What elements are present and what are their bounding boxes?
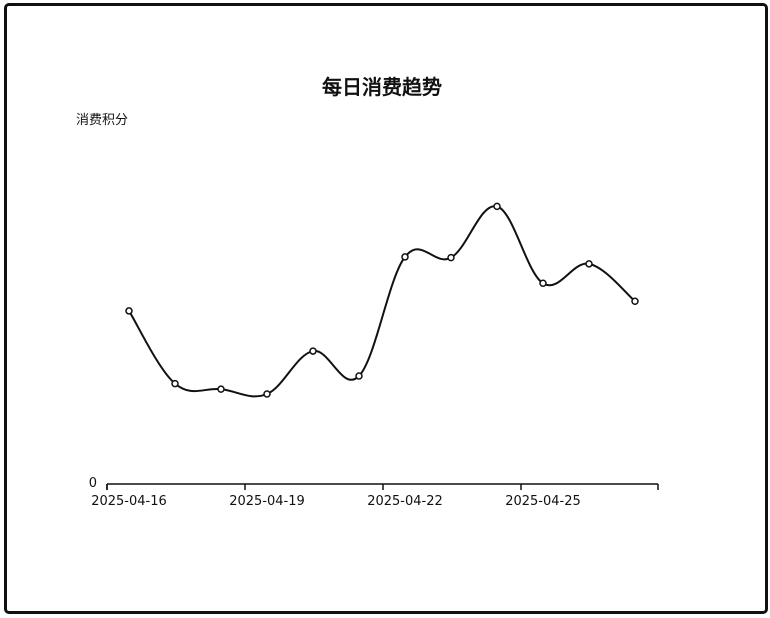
data-point [631, 297, 639, 305]
x-tick-label: 2025-04-19 [229, 494, 305, 509]
axes: 0 2025-04-16 2025-04-19 2025-04-22 2025-04-2… [89, 476, 659, 509]
data-point [355, 372, 363, 380]
data-point [217, 385, 225, 393]
data-point [585, 260, 593, 268]
x-tick-label: 2025-04-22 [367, 494, 443, 509]
y-axis-label: 消费积分 [76, 113, 128, 128]
data-point [309, 347, 317, 355]
data-point [125, 307, 133, 315]
data-point [539, 279, 547, 287]
data-point [263, 390, 271, 398]
chart-title: 每日消费趋势 [322, 75, 442, 99]
data-point [493, 202, 501, 211]
series-line [128, 205, 636, 398]
data-point [447, 253, 455, 262]
series-line-group [128, 205, 636, 398]
x-tick-label: 2025-04-25 [505, 494, 581, 509]
data-point [401, 253, 409, 261]
y-tick-label: 0 [89, 476, 97, 491]
data-points-group [125, 202, 639, 398]
data-point [171, 379, 179, 388]
x-tick-label: 2025-04-16 [91, 494, 167, 509]
